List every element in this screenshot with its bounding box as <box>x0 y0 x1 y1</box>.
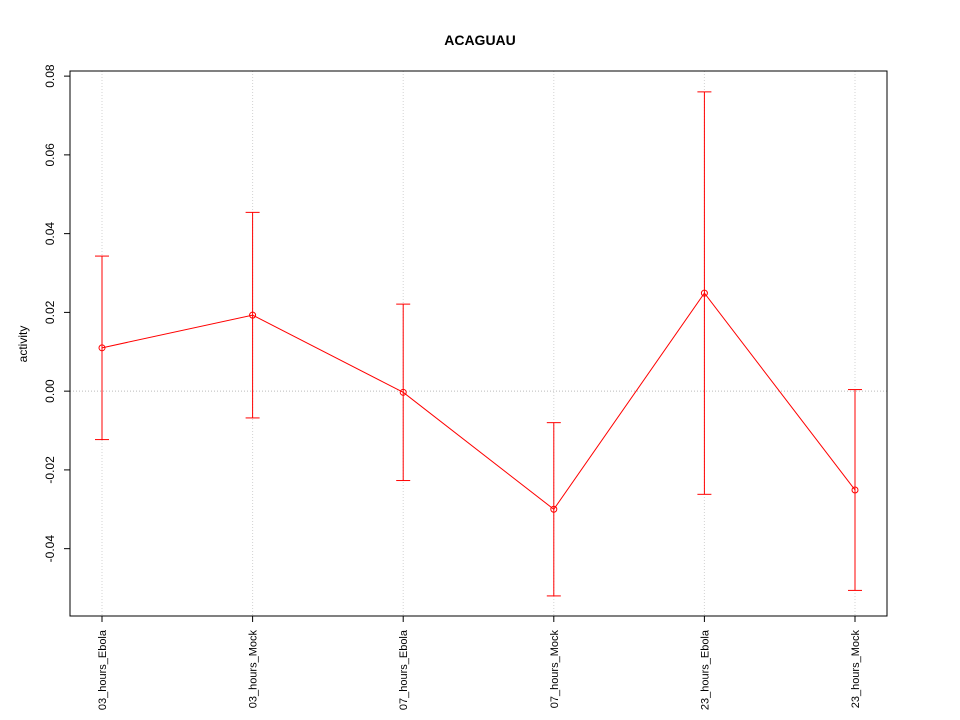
y-tick-label: -0.02 <box>43 456 57 484</box>
error-bar <box>396 303 411 482</box>
data-line <box>101 292 856 511</box>
y-tick-label: 0.04 <box>43 222 57 246</box>
y-tick-label: 0.02 <box>43 300 57 324</box>
x-tick-label: 03_hours_Mock <box>248 630 260 709</box>
data-point <box>399 388 407 396</box>
y-tick-label: -0.04 <box>43 535 57 563</box>
data-point <box>550 505 558 513</box>
data-point <box>249 311 257 319</box>
error-bar <box>848 389 862 591</box>
x-tick-label: 03_hours_Ebola <box>97 629 109 710</box>
chart-title: ACAGUAU <box>444 32 516 48</box>
error-bar <box>546 422 561 597</box>
data-point <box>98 344 106 352</box>
error-bar <box>245 211 260 419</box>
y-tick-label: 0.08 <box>43 64 57 88</box>
data-point <box>851 486 859 494</box>
error-bar <box>697 91 712 495</box>
x-tick-label: 07_hours_Ebola <box>398 629 410 710</box>
y-axis-label: activity <box>16 326 30 363</box>
y-tick-label: 0.00 <box>43 379 57 403</box>
x-tick-label: 23_hours_Mock <box>850 630 862 709</box>
plot-frame <box>69 70 888 617</box>
error-bar <box>95 255 109 441</box>
x-tick-label: 07_hours_Mock <box>549 630 561 709</box>
x-tick-label: 23_hours_Ebola <box>699 629 711 710</box>
data-point <box>700 289 708 297</box>
y-tick-label: 0.06 <box>43 143 57 167</box>
